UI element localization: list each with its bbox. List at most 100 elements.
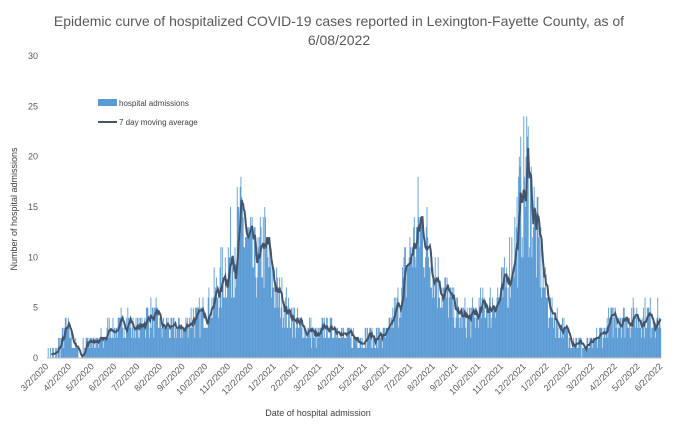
admission-bar bbox=[97, 337, 99, 358]
admission-bar bbox=[538, 227, 540, 358]
admission-bar bbox=[659, 317, 661, 358]
admission-bar bbox=[298, 327, 300, 358]
admission-bar bbox=[399, 307, 401, 358]
admission-bar bbox=[244, 237, 246, 358]
admission-bar bbox=[332, 337, 333, 358]
admission-bar bbox=[486, 307, 487, 358]
admission-bar bbox=[396, 307, 397, 358]
admission-bar bbox=[285, 287, 287, 358]
admission-bar bbox=[183, 327, 185, 358]
admission-bar bbox=[548, 317, 550, 358]
admission-bar bbox=[203, 327, 205, 358]
admission-bar bbox=[113, 327, 115, 358]
admission-bar bbox=[448, 317, 450, 358]
admission-bar bbox=[361, 347, 362, 358]
admission-bar bbox=[180, 337, 182, 358]
admission-bar bbox=[388, 317, 390, 358]
admission-bar bbox=[419, 247, 421, 358]
admission-bar bbox=[145, 307, 147, 358]
admission-bar bbox=[525, 156, 527, 358]
admission-bar bbox=[565, 327, 567, 358]
admission-bar bbox=[483, 307, 485, 358]
admission-bar bbox=[349, 327, 351, 358]
admission-bar bbox=[211, 297, 213, 358]
admission-bar bbox=[602, 337, 604, 358]
admission-bar bbox=[154, 307, 156, 358]
admission-bar bbox=[309, 337, 311, 358]
admission-bar bbox=[473, 307, 475, 358]
admission-bar bbox=[335, 337, 337, 358]
admission-bar bbox=[573, 347, 575, 358]
admission-bar bbox=[570, 347, 572, 358]
admission-bar bbox=[585, 347, 586, 358]
admission-bar bbox=[115, 327, 117, 358]
admission-bar bbox=[658, 317, 660, 358]
admission-bar bbox=[129, 327, 131, 358]
admission-bar bbox=[312, 337, 314, 358]
admission-bar bbox=[521, 237, 523, 358]
admission-bar bbox=[233, 297, 234, 358]
admission-bar bbox=[631, 307, 633, 358]
admission-bar bbox=[434, 297, 435, 358]
admission-bar bbox=[191, 327, 193, 358]
admission-bar bbox=[212, 317, 214, 358]
admission-bar bbox=[547, 297, 549, 358]
admission-bar bbox=[582, 347, 583, 358]
admission-bar bbox=[334, 327, 336, 358]
admission-bar bbox=[615, 327, 617, 358]
admission-bar bbox=[539, 287, 541, 358]
admission-bar bbox=[542, 267, 544, 358]
admission-bar bbox=[418, 217, 420, 358]
admission-bar bbox=[398, 327, 400, 358]
admission-bar bbox=[111, 337, 113, 358]
admission-bar bbox=[89, 347, 91, 358]
admission-bar bbox=[621, 317, 623, 358]
admission-bar bbox=[528, 257, 530, 358]
admission-bar bbox=[552, 317, 554, 358]
admission-bar bbox=[327, 337, 329, 358]
admission-bar bbox=[355, 337, 357, 358]
admission-bar bbox=[232, 267, 234, 358]
admission-bar bbox=[72, 347, 74, 358]
admission-bar bbox=[333, 337, 335, 358]
admission-bar bbox=[160, 327, 162, 358]
admission-bar bbox=[606, 317, 608, 358]
admission-bar bbox=[553, 317, 555, 358]
admission-bar bbox=[471, 297, 473, 358]
admission-bar bbox=[171, 317, 173, 358]
admission-bar bbox=[425, 227, 427, 358]
admission-bar bbox=[253, 267, 255, 358]
admission-bar bbox=[355, 337, 357, 358]
admission-bar bbox=[541, 297, 543, 358]
admission-bar bbox=[130, 317, 132, 358]
admission-bar bbox=[66, 327, 68, 358]
admission-bar bbox=[221, 247, 223, 358]
admission-bar bbox=[87, 347, 89, 358]
admission-bar bbox=[100, 327, 102, 358]
admission-bar bbox=[631, 327, 633, 358]
admission-bar bbox=[381, 337, 383, 358]
admission-bar bbox=[119, 317, 121, 358]
admission-bar bbox=[643, 307, 645, 358]
admission-bar bbox=[487, 327, 489, 358]
admission-bar bbox=[214, 297, 216, 358]
admission-bar bbox=[182, 327, 184, 358]
admission-bar bbox=[541, 287, 543, 358]
admission-bar bbox=[492, 297, 493, 358]
admission-bar bbox=[313, 327, 315, 358]
admission-bar bbox=[391, 327, 393, 358]
admission-bar bbox=[285, 297, 287, 358]
admission-bar bbox=[402, 267, 403, 358]
admission-bar bbox=[223, 297, 225, 358]
admission-bar bbox=[609, 317, 611, 358]
admission-bar bbox=[369, 327, 371, 358]
admission-bar bbox=[599, 327, 601, 358]
admission-bar bbox=[464, 297, 466, 358]
admission-bar bbox=[437, 257, 439, 358]
admission-bar bbox=[544, 287, 546, 358]
admission-bar bbox=[477, 317, 479, 358]
admission-bar bbox=[260, 227, 262, 358]
admission-bar bbox=[419, 217, 421, 358]
admission-bar bbox=[519, 166, 521, 358]
